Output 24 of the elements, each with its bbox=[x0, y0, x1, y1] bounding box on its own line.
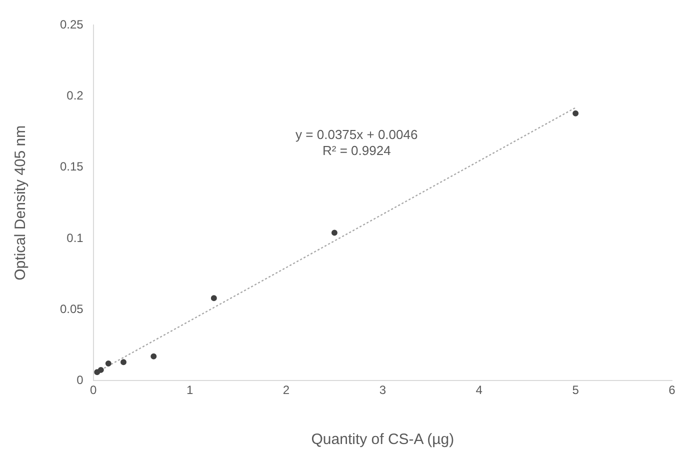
point bbox=[331, 230, 338, 236]
point bbox=[105, 360, 112, 367]
x-tick-label: 6 bbox=[668, 383, 676, 398]
point bbox=[98, 366, 104, 373]
x-tick-label: 3 bbox=[379, 383, 386, 398]
y-tick-label: 0.15 bbox=[60, 160, 84, 174]
x-tick-label: 5 bbox=[572, 383, 580, 398]
x-tick-label: 0 bbox=[90, 383, 98, 398]
point bbox=[150, 353, 157, 360]
y-axis-title: Optical Density 405 nm bbox=[12, 125, 30, 280]
x-axis-title: Quantity of CS-A (µg) bbox=[311, 431, 454, 448]
x-tick-label: 1 bbox=[186, 383, 194, 398]
y-tick-label: 0.05 bbox=[60, 302, 84, 316]
point bbox=[120, 359, 126, 366]
x-tick-label: 4 bbox=[476, 383, 483, 398]
y-tick-label: 0.2 bbox=[66, 88, 84, 103]
y-tick-label: 0 bbox=[76, 372, 84, 387]
y-tick-label: 0.25 bbox=[60, 18, 84, 32]
point bbox=[572, 110, 579, 116]
annotation: R² = 0.9924 bbox=[322, 142, 391, 158]
annotation: y = 0.0375x + 0.0046 bbox=[296, 126, 418, 142]
y-tick-label: 0.1 bbox=[66, 230, 84, 245]
x-tick-label: 2 bbox=[282, 383, 290, 398]
point bbox=[210, 295, 217, 302]
